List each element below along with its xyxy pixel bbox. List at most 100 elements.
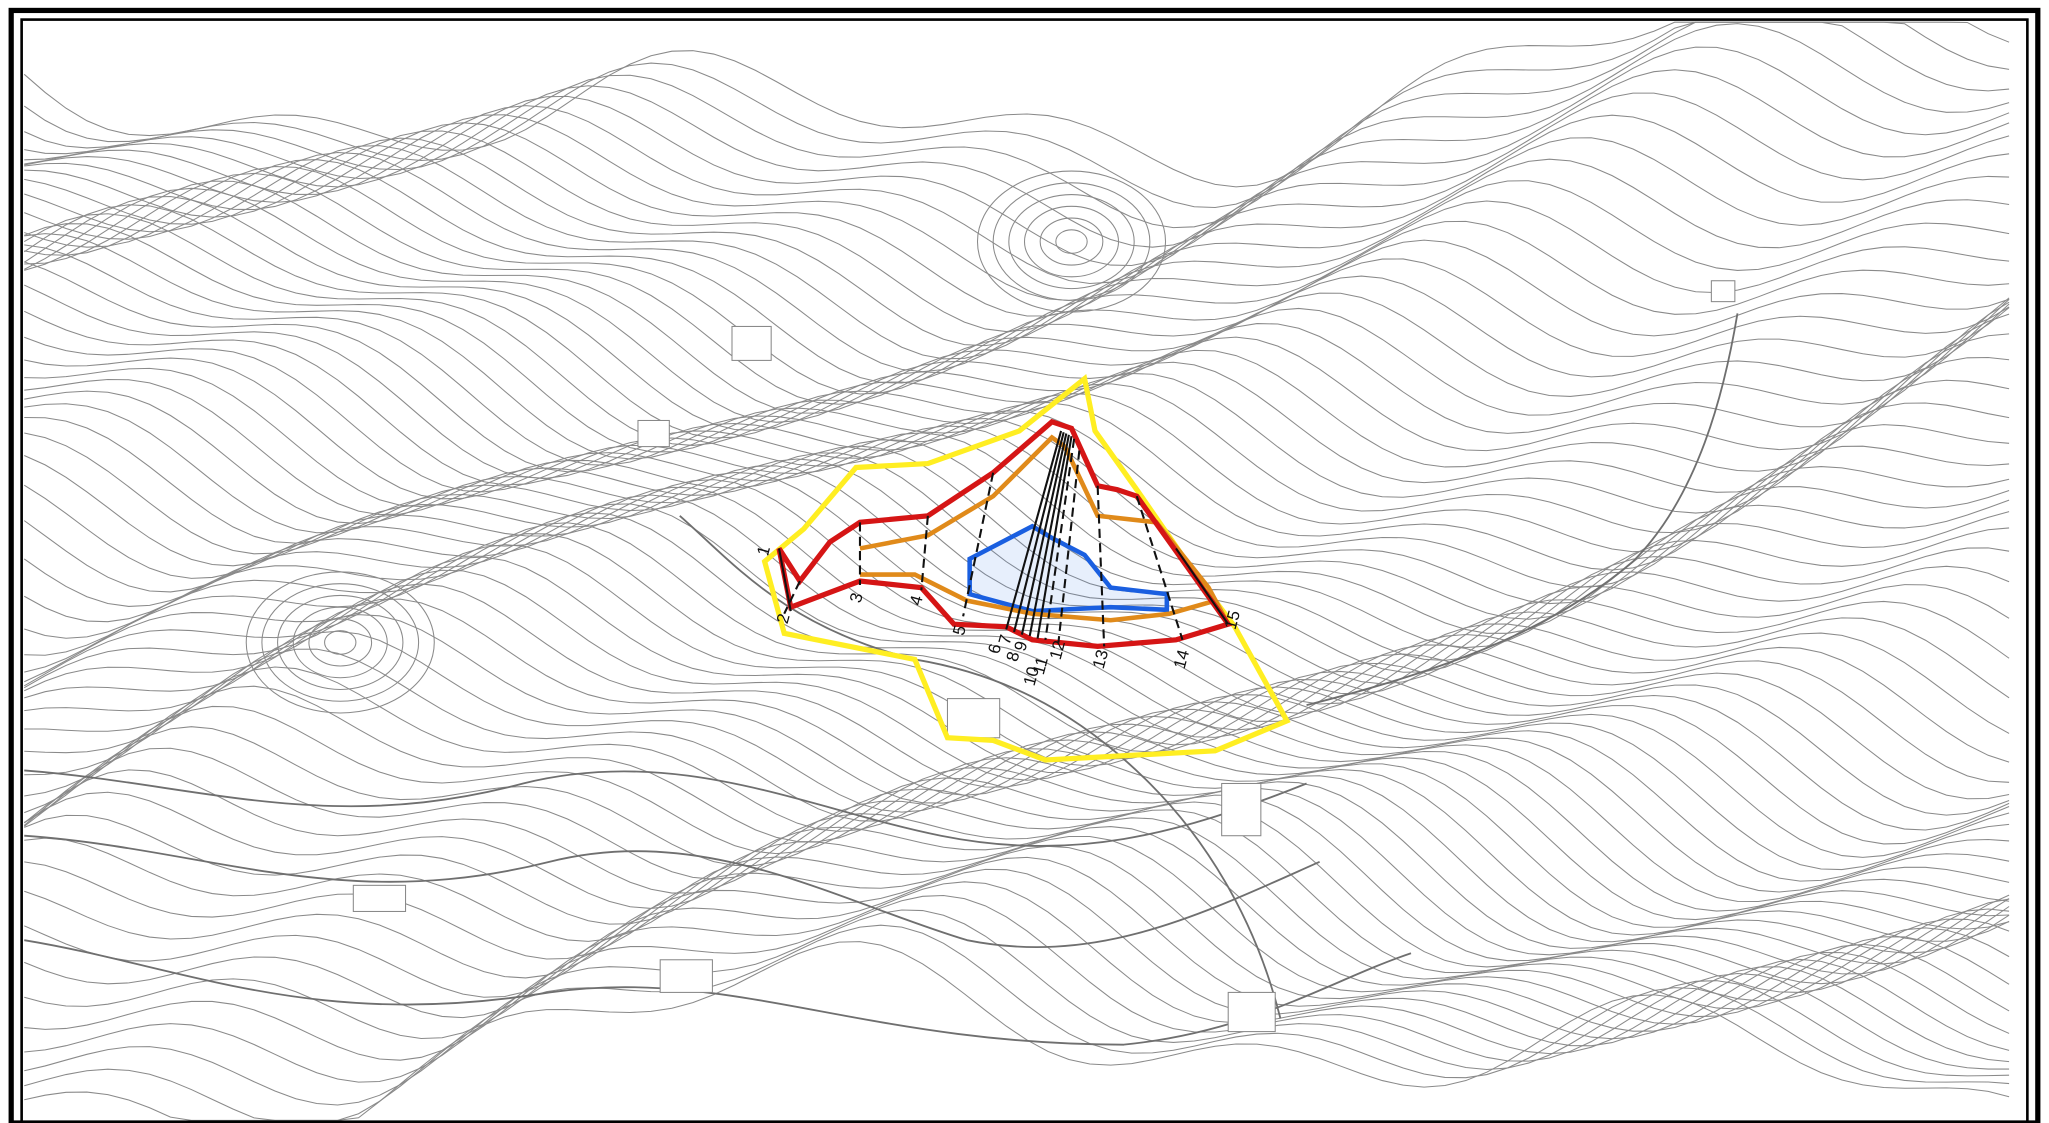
contour-line	[24, 151, 2010, 373]
contour-line	[24, 114, 2010, 317]
section-label: 1	[753, 544, 774, 558]
building	[1227, 991, 1276, 1033]
contour-line	[24, 172, 2010, 405]
section-line	[1028, 434, 1070, 637]
contour-line	[24, 145, 2010, 360]
section-line	[1175, 547, 1230, 625]
contour-line	[1055, 229, 1088, 254]
contour-line	[245, 571, 435, 714]
contour-line	[24, 868, 2010, 1051]
contour-line	[23, 769, 2010, 985]
contour-line	[24, 357, 2010, 605]
section-line	[1096, 485, 1106, 647]
contour-line	[24, 390, 2010, 649]
contour-line	[24, 512, 2010, 800]
contour-line	[23, 705, 2010, 954]
section-label: 11	[1029, 655, 1052, 677]
contour-line	[24, 21, 2010, 229]
contour-line	[24, 159, 2010, 384]
contour-line	[24, 569, 2010, 871]
section-label: 12	[1046, 638, 1069, 661]
section-line	[1036, 435, 1073, 639]
contour-line	[24, 187, 2010, 423]
contour-line	[24, 648, 2010, 921]
road	[1306, 313, 1739, 707]
contour-line	[24, 416, 2010, 673]
contour-line	[24, 244, 2010, 514]
contour-line	[24, 583, 2010, 882]
contour-line	[24, 284, 2010, 553]
section-label: 7	[995, 633, 1016, 647]
contour-line	[24, 845, 2010, 1032]
contour-line	[24, 403, 2010, 661]
contour-line	[24, 533, 2010, 831]
section-line	[1057, 450, 1081, 643]
section-label: 8	[1003, 650, 1024, 664]
section-line	[920, 515, 929, 591]
contour-line	[23, 21, 2010, 188]
contour-line	[24, 835, 2010, 1025]
contour-line	[23, 213, 2010, 452]
lower-scarp	[859, 572, 1216, 623]
contour-line	[976, 170, 1167, 313]
contour-line	[292, 606, 388, 679]
contour-line	[1039, 217, 1104, 266]
section-label: 5	[949, 623, 970, 637]
section-label: 9	[1011, 639, 1032, 653]
contour-line	[24, 233, 2010, 493]
contour-line	[23, 196, 2010, 431]
contour-line	[24, 310, 2010, 571]
contour-line	[324, 630, 357, 655]
section-line	[1044, 438, 1076, 640]
inner-frame	[20, 18, 2029, 1123]
contour-line	[24, 856, 2010, 1040]
road	[679, 515, 1282, 1019]
contour-line	[261, 583, 420, 702]
section-line	[1020, 433, 1068, 635]
contour-line	[24, 165, 2010, 395]
building	[731, 325, 772, 361]
contour-line	[24, 614, 2010, 903]
road	[24, 834, 1320, 948]
contour-line	[23, 204, 2010, 439]
contour-lines	[23, 21, 2010, 1121]
contour-line	[24, 598, 2010, 893]
upper-scarp	[859, 434, 1231, 626]
contour-line	[24, 924, 2010, 1121]
buildings	[352, 280, 1736, 1033]
contour-line	[23, 726, 2010, 965]
deposit-area	[967, 523, 1170, 614]
building	[352, 884, 407, 912]
section-label: 15	[1221, 608, 1244, 631]
road	[24, 769, 1307, 847]
contour-line	[24, 909, 2010, 1106]
contour-line	[24, 137, 2010, 347]
building	[1710, 280, 1736, 303]
contour-line	[24, 367, 2010, 620]
contour-line	[23, 791, 2010, 993]
contour-line	[24, 92, 2010, 301]
contour-line	[24, 941, 2010, 1121]
section-label: 13	[1089, 648, 1112, 671]
contour-line	[277, 594, 404, 690]
contour-line	[24, 809, 2010, 1002]
contour-line	[23, 747, 2010, 975]
contour-line	[24, 895, 2010, 1083]
contour-line	[24, 223, 2010, 472]
section-line	[1005, 430, 1063, 630]
contour-line	[23, 494, 2010, 763]
contour-line	[24, 69, 2010, 285]
contour-line	[24, 630, 2010, 912]
section-label: 10	[1020, 665, 1043, 688]
building	[1221, 782, 1262, 837]
contour-line	[308, 618, 373, 667]
building	[946, 698, 1001, 739]
contour-line	[1023, 205, 1120, 278]
frame	[8, 7, 2041, 1123]
section-label: 14	[1170, 648, 1193, 671]
section-line	[783, 580, 801, 615]
section-line	[777, 548, 792, 612]
